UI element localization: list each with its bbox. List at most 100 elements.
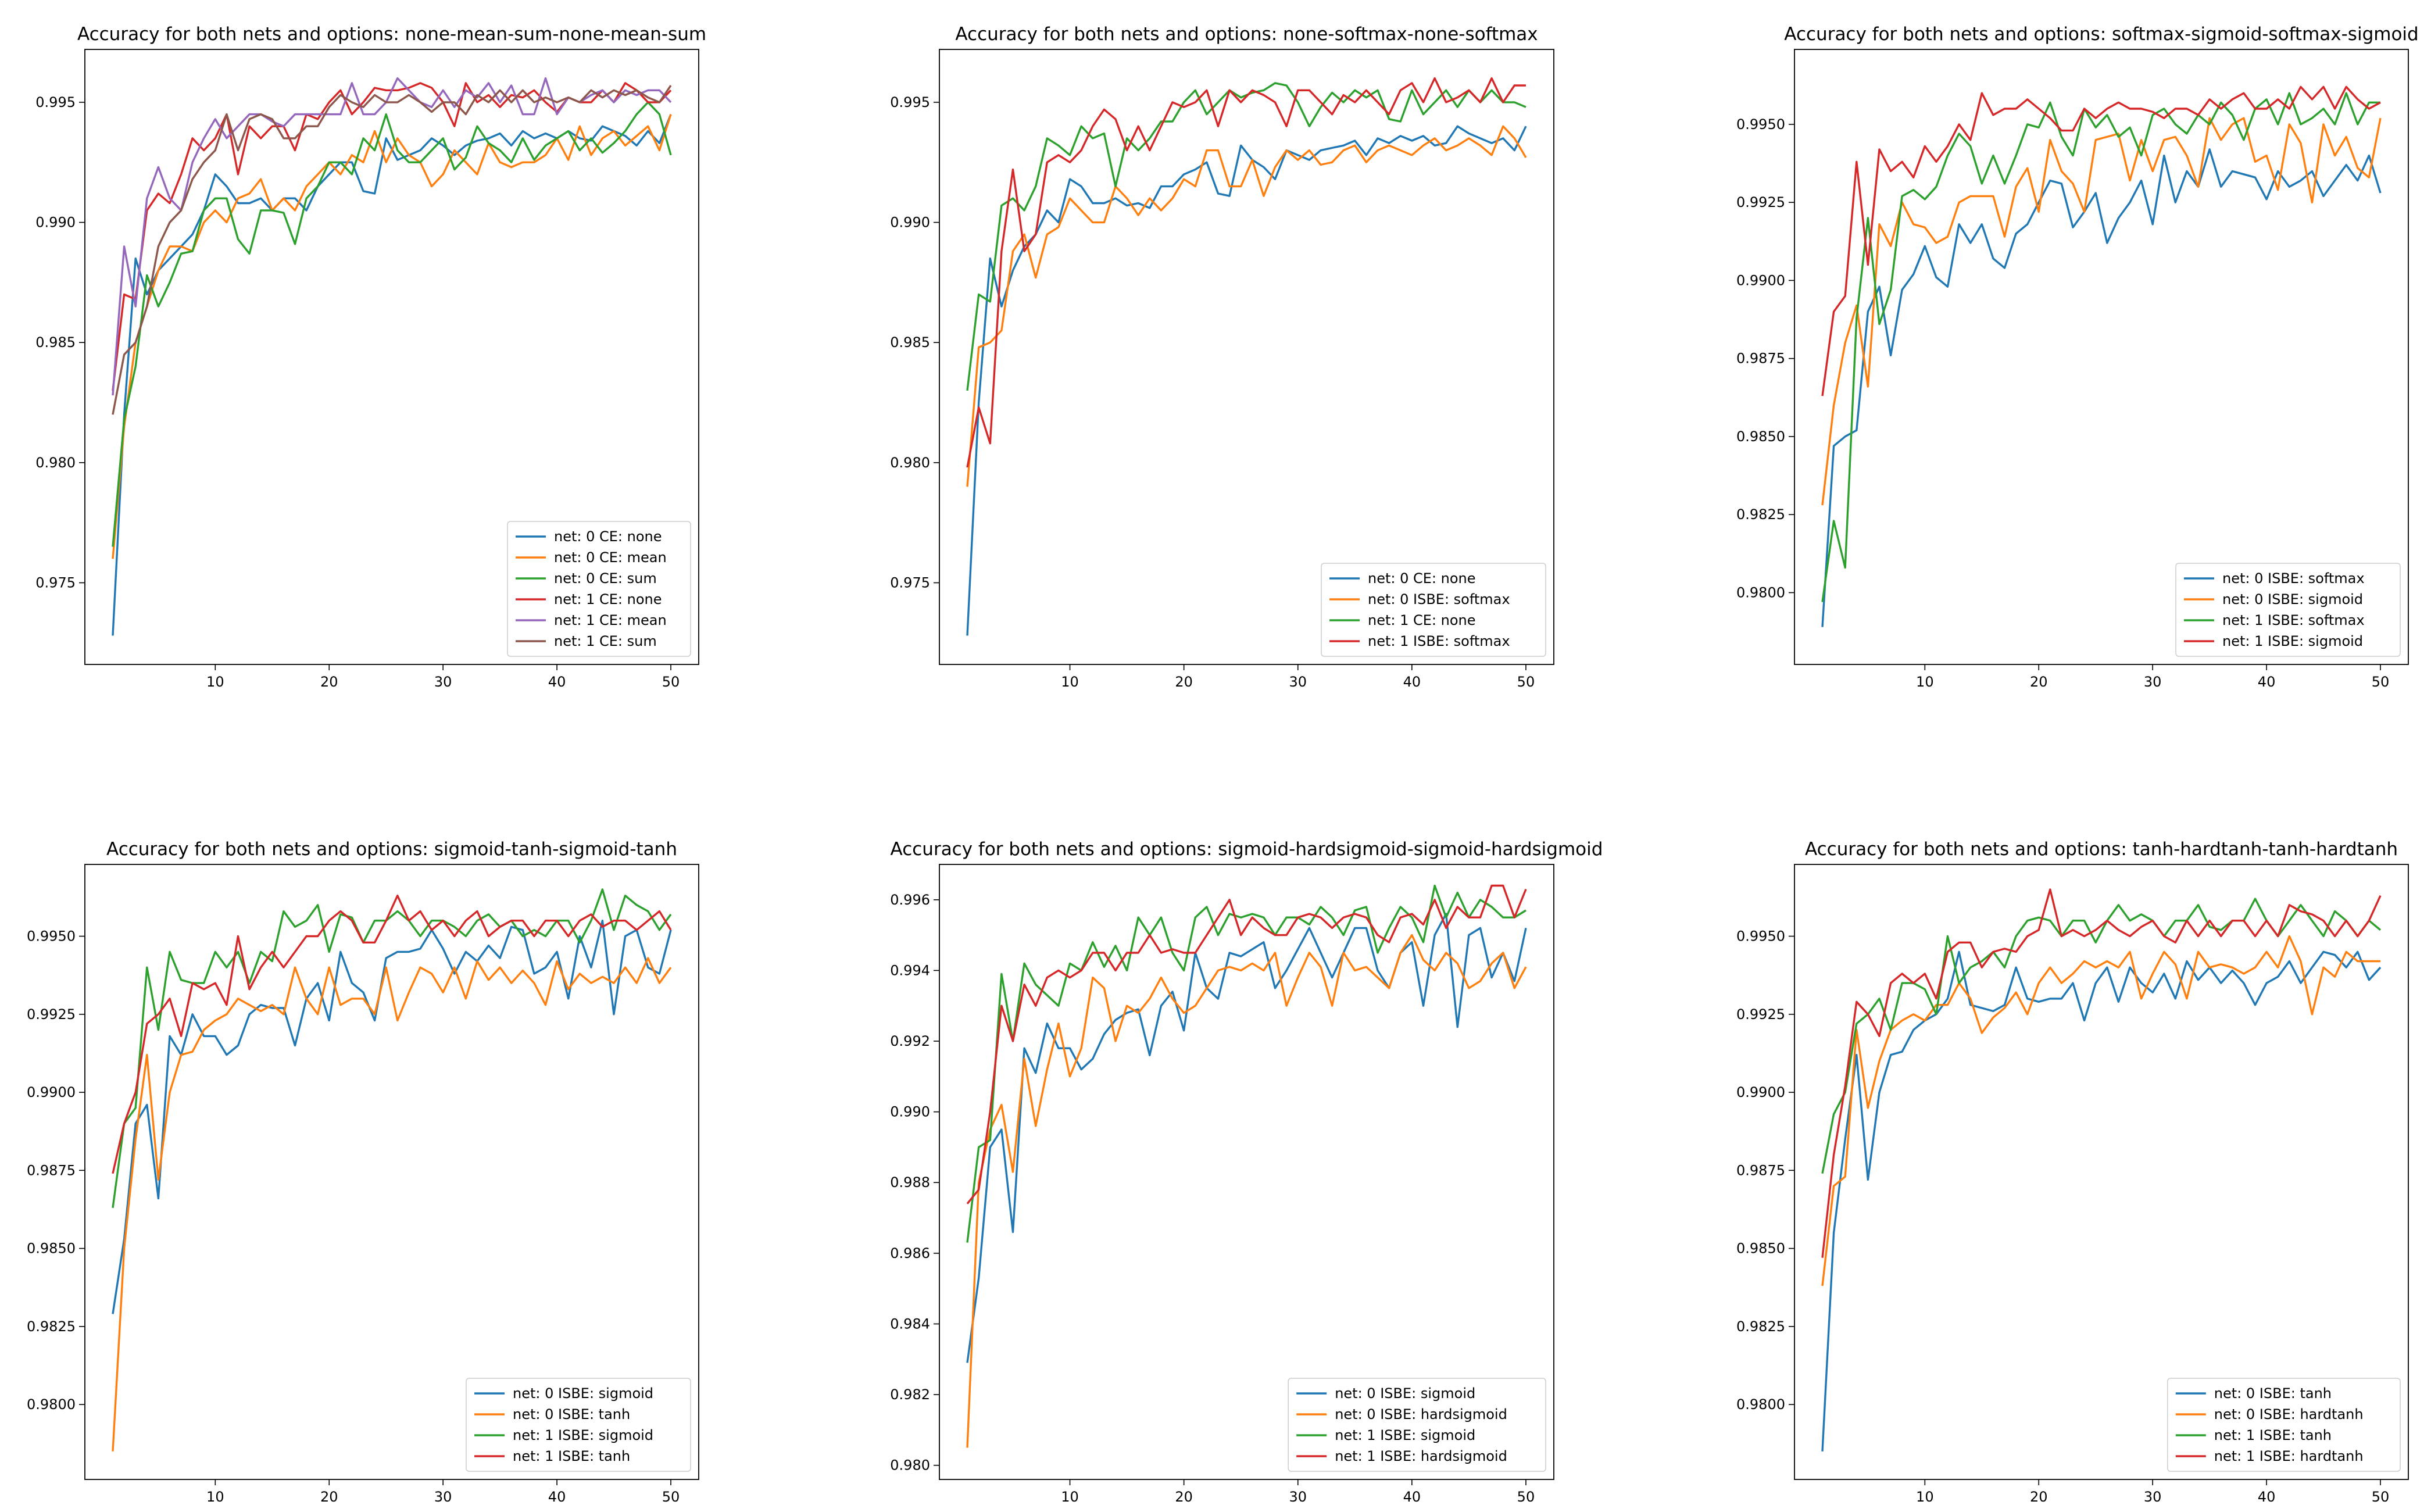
legend-label: net: 1 CE: mean: [554, 612, 667, 628]
series-line-4: [112, 894, 672, 1174]
y-tick-label: 0.985: [890, 334, 930, 351]
x-tick-label: 40: [1403, 674, 1421, 690]
series-line-2: [112, 114, 672, 559]
legend-box: [2167, 1378, 2401, 1472]
y-tick-label: 0.9950: [27, 928, 76, 945]
y-tick-label: 0.9825: [1736, 506, 1785, 523]
y-tick-label: 0.9850: [1736, 428, 1785, 445]
series-line-3: [112, 101, 672, 547]
series-line-3: [1821, 898, 2382, 1174]
x-tick-label: 40: [1403, 1489, 1421, 1505]
subplot-title: Accuracy for both nets and options: soft…: [1784, 24, 2418, 45]
y-tick-label: 0.9950: [1736, 116, 1785, 133]
y-tick-label: 0.9900: [27, 1084, 76, 1100]
x-tick-label: 10: [206, 1489, 224, 1505]
x-tick-label: 20: [320, 1489, 338, 1505]
y-tick-label: 0.996: [890, 892, 930, 908]
legend-label: net: 0 CE: none: [1368, 570, 1476, 587]
legend-label: net: 0 ISBE: sigmoid: [1335, 1385, 1475, 1402]
legend: net: 0 ISBE: sigmoid net: 0 ISBE: hardsig…: [1288, 1378, 1546, 1472]
subplot-5: Accuracy for both nets and options: sigm…: [890, 839, 1603, 1505]
y-tick-label: 0.980: [35, 455, 76, 471]
legend: net: 0 ISBE: tanh net: 0 ISBE: hardtanh ne…: [2167, 1378, 2401, 1472]
y-tick-label: 0.984: [890, 1316, 930, 1332]
legend: net: 0 ISBE: sigmoid net: 0 ISBE: tanh net…: [466, 1378, 691, 1472]
series-line-2: [112, 957, 672, 1452]
legend-label: net: 1 CE: none: [554, 591, 662, 607]
y-tick-label: 0.995: [35, 94, 76, 110]
x-tick-label: 50: [1517, 1489, 1535, 1505]
y-tick-label: 0.982: [890, 1386, 930, 1403]
x-tick-label: 30: [434, 1489, 452, 1505]
series-line-2: [966, 125, 1527, 487]
series-line-1: [1821, 950, 2382, 1452]
y-tick-label: 0.9825: [1736, 1318, 1785, 1335]
y-tick-label: 0.990: [890, 1104, 930, 1120]
legend-label: net: 1 ISBE: sigmoid: [2222, 633, 2363, 649]
axes-frame: [939, 864, 1554, 1480]
legend-box: [1321, 563, 1546, 657]
x-tick-label: 20: [2030, 674, 2048, 690]
x-tick-label: 10: [1061, 674, 1079, 690]
x-tick-label: 20: [1175, 1489, 1193, 1505]
series-line-3: [966, 884, 1526, 1243]
x-tick-label: 30: [1289, 1489, 1307, 1505]
series-line-4: [966, 77, 1526, 468]
y-tick-label: 0.995: [890, 94, 930, 110]
x-tick-label: 10: [1061, 1489, 1079, 1505]
series-line-6: [112, 85, 672, 415]
series-line-2: [1821, 117, 2382, 506]
x-tick-label: 50: [1517, 674, 1535, 690]
x-tick-label: 50: [2372, 1489, 2390, 1505]
series-line-1: [966, 913, 1527, 1363]
y-tick-label: 0.980: [890, 455, 930, 471]
legend-label: net: 0 ISBE: sigmoid: [513, 1385, 653, 1402]
y-tick-label: 0.9925: [27, 1006, 76, 1023]
subplot-title: Accuracy for both nets and options: none…: [77, 24, 706, 45]
y-tick-label: 0.994: [890, 962, 930, 978]
x-tick-label: 50: [662, 674, 680, 690]
legend-label: net: 0 ISBE: hardtanh: [2214, 1406, 2364, 1422]
subplot-2: Accuracy for both nets and options: none…: [890, 24, 1554, 690]
y-tick-label: 0.9875: [1736, 1162, 1785, 1178]
series-layer: [112, 77, 672, 636]
x-tick-label: 40: [2258, 674, 2276, 690]
legend-box: [1288, 1378, 1546, 1472]
x-tick-label: 20: [2030, 1489, 2048, 1505]
y-tick-label: 0.990: [35, 215, 76, 231]
y-tick-label: 0.9875: [27, 1162, 76, 1178]
x-tick-label: 40: [2258, 1489, 2276, 1505]
axes-frame: [84, 864, 699, 1480]
subplot-6: Accuracy for both nets and options: tanh…: [1736, 839, 2409, 1505]
subplot-title: Accuracy for both nets and options: sigm…: [106, 839, 677, 860]
y-tick-label: 0.9850: [1736, 1241, 1785, 1257]
y-tick-label: 0.9900: [1736, 272, 1785, 288]
series-line-2: [1821, 935, 2380, 1286]
series-line-1: [966, 125, 1527, 636]
legend-label: net: 0 CE: none: [554, 528, 662, 545]
x-tick-label: 30: [2144, 1489, 2162, 1505]
legend: net: 0 CE: none net: 0 ISBE: softmax net: …: [1321, 563, 1546, 657]
series-line-1: [1821, 148, 2382, 627]
legend-label: net: 0 ISBE: tanh: [513, 1406, 630, 1422]
y-tick-label: 0.9800: [1736, 1396, 1785, 1413]
x-tick-label: 10: [1916, 674, 1934, 690]
x-tick-label: 10: [1916, 1489, 1934, 1505]
series-line-2: [966, 934, 1527, 1448]
legend-label: net: 0 ISBE: tanh: [2214, 1385, 2332, 1402]
subplot-4: Accuracy for both nets and options: sigm…: [27, 839, 699, 1505]
x-tick-label: 50: [2372, 674, 2390, 690]
x-tick-label: 50: [662, 1489, 680, 1505]
series-layer: [966, 77, 1527, 636]
legend-box: [2175, 563, 2401, 657]
y-tick-label: 0.990: [890, 215, 930, 231]
subplot-3: Accuracy for both nets and options: soft…: [1736, 24, 2419, 690]
series-layer: [966, 884, 1527, 1448]
series-line-4: [966, 884, 1527, 1204]
legend-label: net: 0 ISBE: sigmoid: [2222, 591, 2363, 607]
y-tick-label: 0.986: [890, 1245, 930, 1261]
subplot-title: Accuracy for both nets and options: sigm…: [891, 839, 1603, 860]
y-tick-label: 0.9850: [27, 1241, 76, 1257]
